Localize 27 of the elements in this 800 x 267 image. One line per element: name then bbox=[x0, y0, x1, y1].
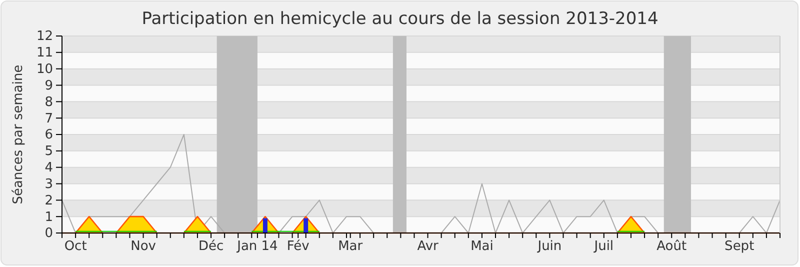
x-tick-label: Août bbox=[656, 239, 687, 254]
x-tick-label: Jan 14 bbox=[236, 239, 278, 254]
y-tick-label: 8 bbox=[44, 94, 53, 110]
chart-title: Participation en hemicycle au cours de la session 2013-2014 bbox=[142, 9, 658, 29]
y-tick-label: 3 bbox=[44, 176, 53, 192]
x-tick-label: Sept bbox=[724, 239, 754, 254]
y-axis-title: Séances par semaine bbox=[11, 64, 26, 204]
y-tick-label: 10 bbox=[36, 62, 53, 77]
x-tick-label: Nov bbox=[130, 239, 156, 254]
y-tick-label: 0 bbox=[44, 226, 53, 242]
y-tick-label: 4 bbox=[44, 160, 53, 176]
y-tick-label: 7 bbox=[44, 111, 53, 126]
y-tick-label: 5 bbox=[44, 144, 53, 160]
x-tick-label: Avr bbox=[417, 239, 440, 254]
x-tick-label: Oct bbox=[64, 239, 87, 254]
x-tick-label: Mar bbox=[338, 239, 364, 254]
x-tick-label: Mai bbox=[470, 239, 494, 254]
y-tick-label: 11 bbox=[36, 46, 53, 61]
x-tick-label: Déc bbox=[198, 239, 224, 254]
y-tick-label: 9 bbox=[44, 78, 53, 94]
y-tick-label: 1 bbox=[44, 210, 53, 225]
x-tick-label: Juin bbox=[536, 239, 562, 254]
x-tick-label: Fév bbox=[286, 239, 310, 254]
x-tick-label: Juil bbox=[593, 239, 614, 254]
y-tick-label: 12 bbox=[36, 29, 53, 44]
y-tick-label: 6 bbox=[44, 128, 53, 143]
y-tick-label: 2 bbox=[44, 193, 53, 208]
